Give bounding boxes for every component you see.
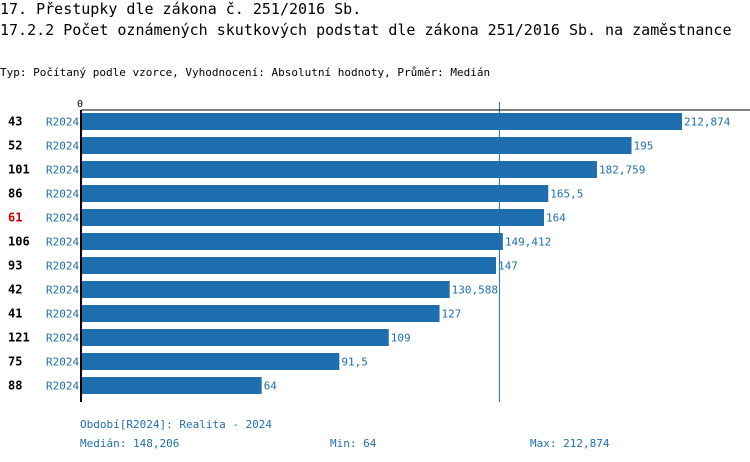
chart-meta: Typ: Počítaný podle vzorce, Vyhodnocení:…: [0, 66, 491, 79]
bar-value-label: 64: [264, 380, 278, 393]
row-period-label: R2024: [46, 236, 79, 249]
bar-value-label: 165,5: [550, 188, 583, 201]
row-period-label: R2024: [46, 356, 79, 369]
row-id-label: 52: [8, 139, 22, 153]
median-summary: Medián: 148,206: [80, 437, 180, 450]
bar-value-label: 149,412: [505, 236, 551, 249]
page-title: 17. Přestupky dle zákona č. 251/2016 Sb.: [0, 0, 362, 18]
bar-value-label: 212,874: [684, 116, 731, 129]
row-id-label: 101: [8, 163, 30, 177]
chart-subtitle: 17.2.2 Počet oznámených skutkových podst…: [0, 21, 732, 39]
row-period-label: R2024: [46, 164, 79, 177]
max-summary: Max: 212,874: [530, 437, 610, 450]
period-note: Období[R2024]: Realita - 2024: [80, 418, 273, 431]
bar-value-label: 182,759: [599, 164, 645, 177]
row-period-label: R2024: [46, 380, 79, 393]
bar: [81, 329, 389, 346]
row-period-label: R2024: [46, 308, 79, 321]
bar-value-label: 147: [498, 260, 518, 273]
row-period-label: R2024: [46, 260, 79, 273]
bar: [81, 257, 497, 274]
min-summary: Min: 64: [330, 437, 377, 450]
bar-value-label: 164: [546, 212, 566, 225]
row-period-label: R2024: [46, 284, 79, 297]
x-tick-label: 0: [77, 99, 83, 110]
bar: [81, 233, 503, 250]
row-period-label: R2024: [46, 332, 79, 345]
row-id-label: 88: [8, 379, 22, 393]
row-id-label: 106: [8, 235, 30, 249]
bar: [81, 113, 682, 130]
row-period-label: R2024: [46, 140, 79, 153]
bar: [81, 353, 340, 370]
row-period-label: R2024: [46, 188, 79, 201]
row-id-label: 61: [8, 211, 22, 225]
row-id-label: 41: [8, 307, 22, 321]
bar-value-label: 130,588: [452, 284, 498, 297]
bar: [81, 281, 450, 298]
bar: [81, 137, 632, 154]
row-id-label: 42: [8, 283, 22, 297]
row-id-label: 93: [8, 259, 22, 273]
bar: [81, 305, 440, 322]
bar: [81, 209, 545, 226]
row-id-label: 43: [8, 115, 22, 129]
bar-value-label: 195: [634, 140, 654, 153]
bar: [81, 161, 597, 178]
row-id-label: 86: [8, 187, 22, 201]
bar: [81, 185, 549, 202]
bar-value-label: 127: [442, 308, 462, 321]
bar: [81, 377, 262, 394]
row-id-label: 75: [8, 355, 22, 369]
row-id-label: 121: [8, 331, 30, 345]
row-period-label: R2024: [46, 212, 79, 225]
bar-value-label: 109: [391, 332, 411, 345]
row-period-label: R2024: [46, 116, 79, 129]
bar-value-label: 91,5: [341, 356, 368, 369]
